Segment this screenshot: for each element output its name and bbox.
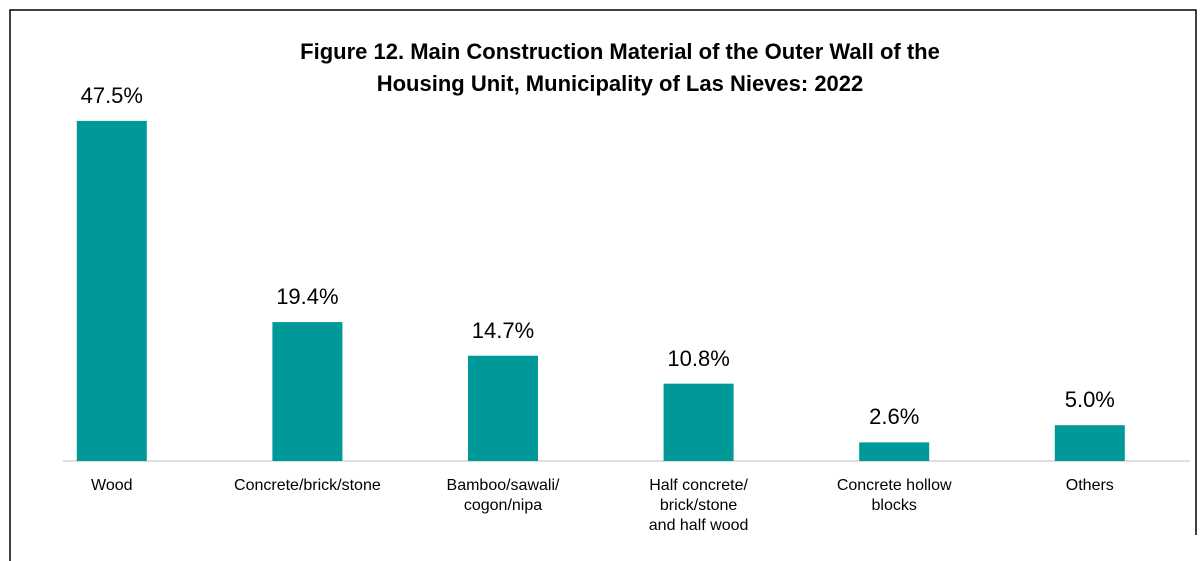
bar	[1054, 425, 1125, 461]
data-label: 5.0%	[1064, 387, 1115, 413]
bar	[468, 355, 538, 461]
bar	[76, 120, 147, 462]
x-tick-label: Concrete/brick/stone	[234, 477, 381, 494]
bar	[859, 442, 930, 461]
x-tick-label: Half concrete/ brick/stone and half wood	[648, 477, 749, 534]
x-tick-label: Bamboo/sawali/ cogon/nipa	[446, 477, 560, 514]
data-label: 47.5%	[80, 82, 143, 108]
chart-title: Figure 12. Main Construction Material of…	[300, 39, 940, 96]
frame	[9, 9, 1197, 561]
bar	[663, 383, 734, 461]
data-label: 2.6%	[869, 404, 920, 430]
data-label: 19.4%	[276, 284, 339, 310]
data-label: 10.8%	[667, 345, 730, 371]
x-tick-label: Concrete hollow blocks	[836, 477, 952, 514]
x-tick-label: Others	[1065, 477, 1114, 494]
data-label: 14.7%	[471, 317, 535, 343]
bar	[272, 322, 343, 461]
x-tick-label: Wood	[91, 477, 133, 494]
